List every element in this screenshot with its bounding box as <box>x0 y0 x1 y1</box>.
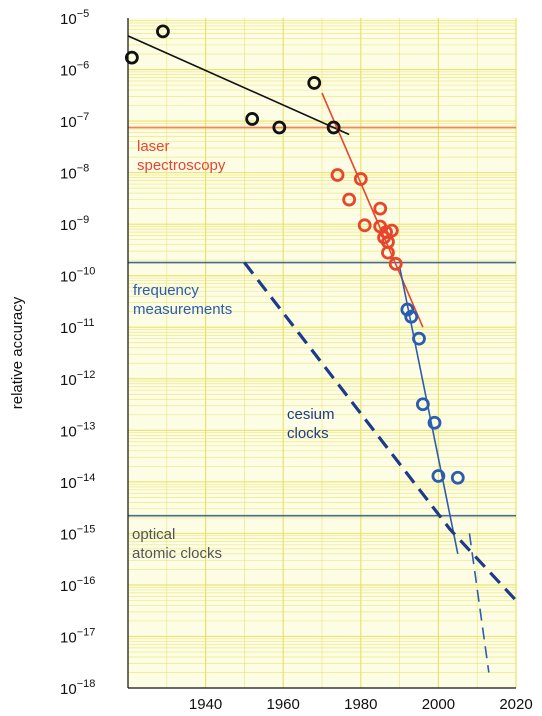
y-tick-base: 10 <box>60 372 77 389</box>
cesium-thin-branch <box>468 533 490 673</box>
y-tick-label: 10−15 <box>60 523 95 543</box>
annotation-line: spectroscopy <box>137 157 226 174</box>
y-tick-exponent: −13 <box>77 420 96 432</box>
data-point-blue <box>427 415 442 430</box>
y-tick-label: 10−13 <box>60 420 95 440</box>
data-point-black <box>307 76 322 90</box>
y-tick-label: 10−10 <box>60 266 95 286</box>
y-tick-base: 10 <box>60 63 77 80</box>
y-tick-base: 10 <box>60 269 77 286</box>
data-point-blue <box>450 470 465 485</box>
data-point-blue <box>412 331 426 346</box>
annotation-label: cesium clocks <box>287 406 335 442</box>
y-tick-label: 10−8 <box>60 163 89 183</box>
x-tick-label: 1960 <box>267 696 300 713</box>
y-tick-base: 10 <box>60 320 77 337</box>
data-point-black <box>245 112 260 126</box>
y-tick-exponent: −6 <box>77 60 90 72</box>
y-tick-label: 10−11 <box>60 317 95 337</box>
data-point-red <box>384 223 399 238</box>
x-tick-label: 2000 <box>422 696 455 713</box>
data-point-black <box>156 24 170 39</box>
y-tick-label: 10−14 <box>60 472 95 492</box>
y-tick-exponent: −11 <box>77 317 95 329</box>
data-points <box>124 24 465 485</box>
y-tick-base: 10 <box>60 11 77 28</box>
y-tick-exponent: −5 <box>77 8 90 20</box>
x-tick-label: 1940 <box>189 696 222 713</box>
y-tick-base: 10 <box>60 629 77 646</box>
annotation-line: atomic clocks <box>132 545 222 562</box>
y-tick-exponent: −14 <box>77 472 96 484</box>
grid <box>127 18 517 689</box>
x-tick-label: 1980 <box>344 696 377 713</box>
y-tick-exponent: −18 <box>77 678 96 690</box>
annotation-line: cesium <box>287 406 335 423</box>
y-tick-label: 10−16 <box>60 575 95 595</box>
y-tick-base: 10 <box>60 423 77 440</box>
cesium-trend-line <box>243 261 518 602</box>
data-point-blue <box>431 469 446 483</box>
y-tick-base: 10 <box>60 526 77 543</box>
y-tick-exponent: −16 <box>77 575 96 587</box>
fit-line-black <box>127 35 350 136</box>
y-tick-exponent: −8 <box>77 163 90 175</box>
data-point-red <box>342 192 357 207</box>
data-point-red <box>330 168 345 182</box>
y-tick-exponent: −9 <box>77 214 90 226</box>
data-point-red <box>388 256 403 271</box>
data-point-black <box>326 120 341 135</box>
annotation-line: clocks <box>287 425 329 442</box>
y-tick-label: 10−18 <box>60 678 95 698</box>
data-point-blue <box>415 397 430 412</box>
data-point-blue <box>404 309 419 324</box>
annotation-line: optical <box>132 526 175 543</box>
data-point-blue <box>400 302 415 317</box>
annotation-label: laser spectroscopy <box>137 138 226 174</box>
annotation-label: optical atomic clocks <box>132 526 222 562</box>
y-tick-label: 10−17 <box>60 626 95 646</box>
annotation-line: laser <box>137 138 170 155</box>
data-point-red <box>357 218 372 233</box>
y-tick-label: 10−12 <box>60 369 95 389</box>
y-tick-base: 10 <box>60 681 77 698</box>
y-tick-base: 10 <box>60 578 77 595</box>
y-tick-label: 10−5 <box>60 8 89 28</box>
annotations: laser spectroscopy frequency measurements ce… <box>132 138 335 562</box>
annotation-line: measurements <box>133 301 232 318</box>
y-tick-base: 10 <box>60 166 77 183</box>
data-point-black <box>272 120 287 135</box>
y-tick-label: 10−7 <box>60 111 89 131</box>
y-axis-label: relative accuracy <box>9 296 26 409</box>
y-tick-base: 10 <box>60 217 77 234</box>
data-point-red <box>373 201 388 216</box>
y-tick-exponent: −15 <box>77 523 96 535</box>
y-tick-exponent: −12 <box>77 369 96 381</box>
y-tick-base: 10 <box>60 114 77 131</box>
y-tick-exponent: −10 <box>77 266 96 278</box>
annotation-line: frequency <box>133 282 199 299</box>
annotation-label: frequency measurements <box>133 282 232 318</box>
data-point-red <box>381 245 395 260</box>
y-tick-label: 10−6 <box>60 60 89 80</box>
x-tick-label: 2020 <box>499 696 532 713</box>
y-tick-base: 10 <box>60 475 77 492</box>
y-tick-label: 10−9 <box>60 214 89 234</box>
data-point-red <box>353 172 368 186</box>
data-point-black <box>124 50 139 65</box>
y-tick-exponent: −17 <box>77 626 96 638</box>
reference-bands <box>128 126 516 517</box>
axes: 1940 1960 1980 2000 202010−510−610−710−810−9… <box>60 8 533 713</box>
y-tick-exponent: −7 <box>77 111 90 123</box>
